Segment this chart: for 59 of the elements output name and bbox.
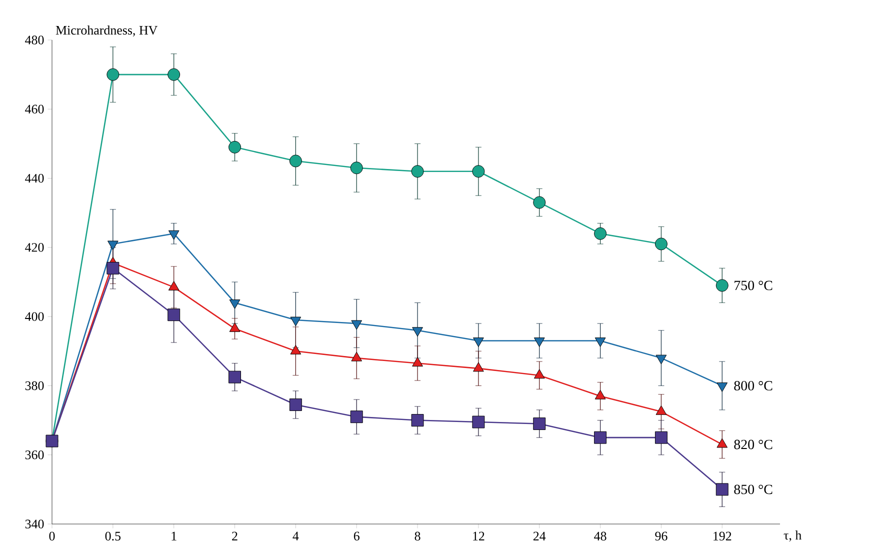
x-tick-label: 4 [292, 532, 299, 540]
x-tick-label: 48 [594, 532, 606, 541]
point [350, 410, 363, 424]
series-label: 850 °C [734, 484, 772, 494]
series-label: 750 °C [734, 280, 772, 290]
x-tick-label: 12 [473, 532, 484, 540]
point [228, 140, 241, 154]
point [656, 354, 667, 364]
x-tick-label: 24 [533, 532, 546, 540]
point [594, 227, 607, 240]
y-tick-label: 480 [25, 36, 44, 44]
point [290, 316, 302, 326]
point [534, 338, 545, 347]
point [533, 196, 546, 209]
point [229, 300, 240, 309]
point [472, 165, 485, 178]
y-tick-label: 460 [25, 104, 44, 114]
y-tick-label: 340 [25, 520, 44, 528]
x-tick-label: 96 [655, 532, 668, 540]
point [716, 382, 728, 392]
y-axis-title: Microhardness, HV [56, 26, 158, 36]
y-tick-label: 360 [25, 450, 44, 460]
point [289, 398, 302, 411]
y-tick-label: 380 [25, 381, 44, 390]
point [654, 238, 668, 250]
point [289, 154, 302, 168]
point [168, 68, 180, 81]
series-label: 800 °C [734, 381, 772, 390]
point [107, 240, 118, 250]
point [351, 320, 362, 330]
x-tick-label: 0 [49, 532, 55, 541]
x-tick-label: 6 [354, 532, 360, 540]
point [594, 338, 606, 347]
point [106, 68, 120, 81]
x-tick-label: 2 [232, 532, 238, 540]
x-axis-title: τ, h [784, 530, 802, 542]
point [654, 431, 668, 444]
x-tick-label: 8 [414, 532, 420, 541]
point [716, 279, 728, 292]
x-tick-label: 1 [172, 532, 176, 540]
point [411, 414, 424, 427]
point [412, 327, 423, 337]
point [716, 483, 728, 496]
point [228, 370, 241, 384]
series-label: 820 °C [734, 440, 772, 450]
point [350, 162, 363, 174]
point [168, 230, 180, 240]
y-tick-label: 440 [25, 174, 44, 183]
x-tick-label: 0.5 [105, 532, 121, 541]
point [168, 308, 180, 322]
point [473, 338, 484, 347]
point [594, 431, 607, 444]
point [472, 416, 485, 428]
point [533, 418, 546, 430]
y-tick-label: 400 [25, 312, 44, 321]
point [411, 165, 424, 178]
x-tick-label: 192 [714, 532, 732, 540]
y-tick-label: 420 [25, 243, 44, 252]
point [106, 262, 120, 274]
